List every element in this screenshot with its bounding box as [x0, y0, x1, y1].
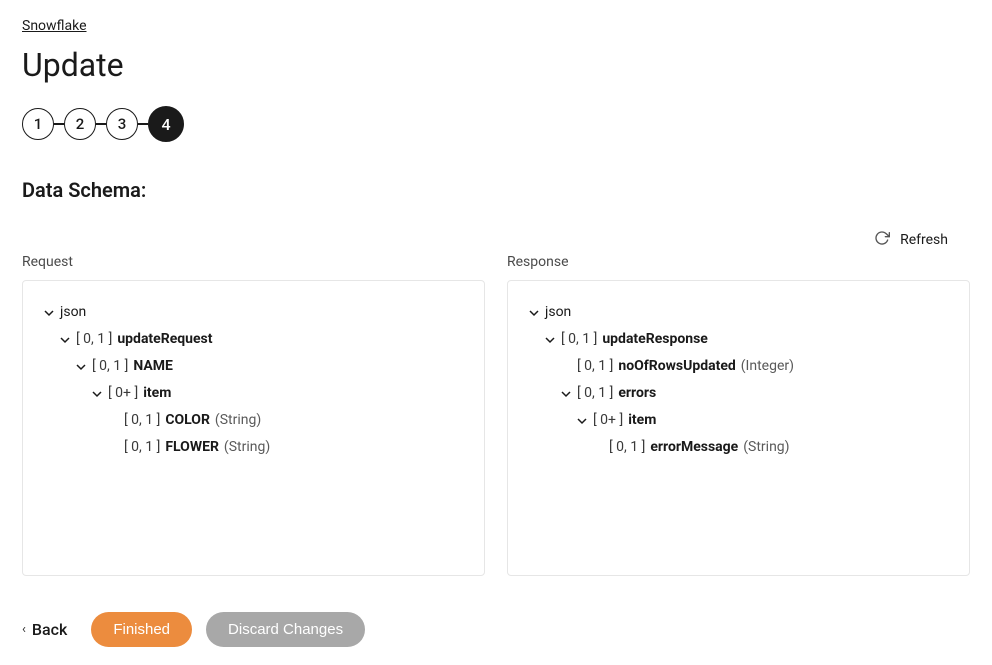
step-connector [96, 123, 106, 125]
cardinality: [ 0, 1 ] [609, 437, 645, 458]
tree-node-label: COLOR [165, 410, 210, 431]
finished-button[interactable]: Finished [91, 612, 192, 647]
cardinality: [ 0+ ] [108, 383, 138, 404]
cardinality: [ 0, 1 ] [577, 383, 613, 404]
chevron-down-icon[interactable] [75, 362, 87, 372]
chevron-down-icon[interactable] [91, 389, 103, 399]
request-title: Request [22, 254, 485, 270]
cardinality: [ 0+ ] [593, 410, 623, 431]
breadcrumb-link[interactable]: Snowflake [22, 18, 87, 34]
tree-node[interactable]: [ 0+ ] item [91, 380, 464, 407]
cardinality: [ 0, 1 ] [124, 410, 160, 431]
tree-node[interactable]: [ 0, 1 ] updateRequest [59, 326, 464, 353]
tree-node-label: updateRequest [117, 329, 212, 350]
tree-root[interactable]: json [528, 299, 949, 326]
tree-node-label: noOfRowsUpdated [618, 356, 735, 377]
chevron-left-icon: ‹ [22, 622, 26, 637]
back-button[interactable]: ‹ Back [22, 620, 67, 639]
tree-node-label: FLOWER [165, 437, 219, 458]
cardinality: [ 0, 1 ] [561, 329, 597, 350]
step-connector [138, 123, 148, 125]
chevron-down-icon[interactable] [560, 389, 572, 399]
tree-node: [ 0, 1 ] COLOR (String) [107, 407, 464, 434]
tree-node-label: errors [618, 383, 656, 404]
tree-node[interactable]: [ 0, 1 ] NAME [75, 353, 464, 380]
tree-node-label: json [60, 302, 86, 323]
refresh-button[interactable]: Refresh [900, 232, 948, 248]
stepper: 1 2 3 4 [22, 106, 970, 142]
section-heading: Data Schema: [22, 178, 970, 202]
tree-node[interactable]: [ 0, 1 ] errors [560, 380, 949, 407]
type-hint: (Integer) [741, 356, 794, 377]
step-2[interactable]: 2 [64, 108, 96, 140]
step-connector [54, 123, 64, 125]
type-hint: (String) [743, 437, 789, 458]
tree-node[interactable]: [ 0, 1 ] updateResponse [544, 326, 949, 353]
chevron-down-icon[interactable] [528, 308, 540, 318]
chevron-down-icon[interactable] [59, 335, 71, 345]
tree-node-label: errorMessage [650, 437, 738, 458]
type-hint: (String) [224, 437, 270, 458]
schema-panels: Request json [ 0, 1 ] updateRequest[ 0, … [22, 254, 970, 576]
step-1[interactable]: 1 [22, 108, 54, 140]
cardinality: [ 0, 1 ] [76, 329, 112, 350]
footer-bar: ‹ Back Finished Discard Changes [22, 612, 970, 647]
tree-node[interactable]: [ 0+ ] item [576, 407, 949, 434]
page-title: Update [22, 46, 970, 84]
tree-node-label: json [545, 302, 571, 323]
chevron-down-icon[interactable] [43, 308, 55, 318]
back-label: Back [32, 620, 67, 639]
response-column: Response json [ 0, 1 ] updateResponse[ 0… [507, 254, 970, 576]
tree-node: [ 0, 1 ] FLOWER (String) [107, 434, 464, 461]
response-panel: json [ 0, 1 ] updateResponse[ 0, 1 ] noO… [507, 280, 970, 576]
tree-root[interactable]: json [43, 299, 464, 326]
cardinality: [ 0, 1 ] [92, 356, 128, 377]
step-4[interactable]: 4 [148, 106, 184, 142]
request-column: Request json [ 0, 1 ] updateRequest[ 0, … [22, 254, 485, 576]
request-panel: json [ 0, 1 ] updateRequest[ 0, 1 ] NAME… [22, 280, 485, 576]
cardinality: [ 0, 1 ] [577, 356, 613, 377]
tree-node-label: updateResponse [602, 329, 708, 350]
cardinality: [ 0, 1 ] [124, 437, 160, 458]
tree-node-label: item [143, 383, 171, 404]
response-title: Response [507, 254, 970, 270]
tree-node: [ 0, 1 ] noOfRowsUpdated (Integer) [560, 353, 949, 380]
tree-node-label: NAME [133, 356, 173, 377]
step-3[interactable]: 3 [106, 108, 138, 140]
chevron-down-icon[interactable] [576, 416, 588, 426]
tree-node-label: item [628, 410, 656, 431]
type-hint: (String) [215, 410, 261, 431]
tree-node: [ 0, 1 ] errorMessage (String) [592, 434, 949, 461]
refresh-icon[interactable] [874, 230, 890, 250]
refresh-row: Refresh [22, 230, 970, 250]
chevron-down-icon[interactable] [544, 335, 556, 345]
discard-button[interactable]: Discard Changes [206, 612, 365, 647]
